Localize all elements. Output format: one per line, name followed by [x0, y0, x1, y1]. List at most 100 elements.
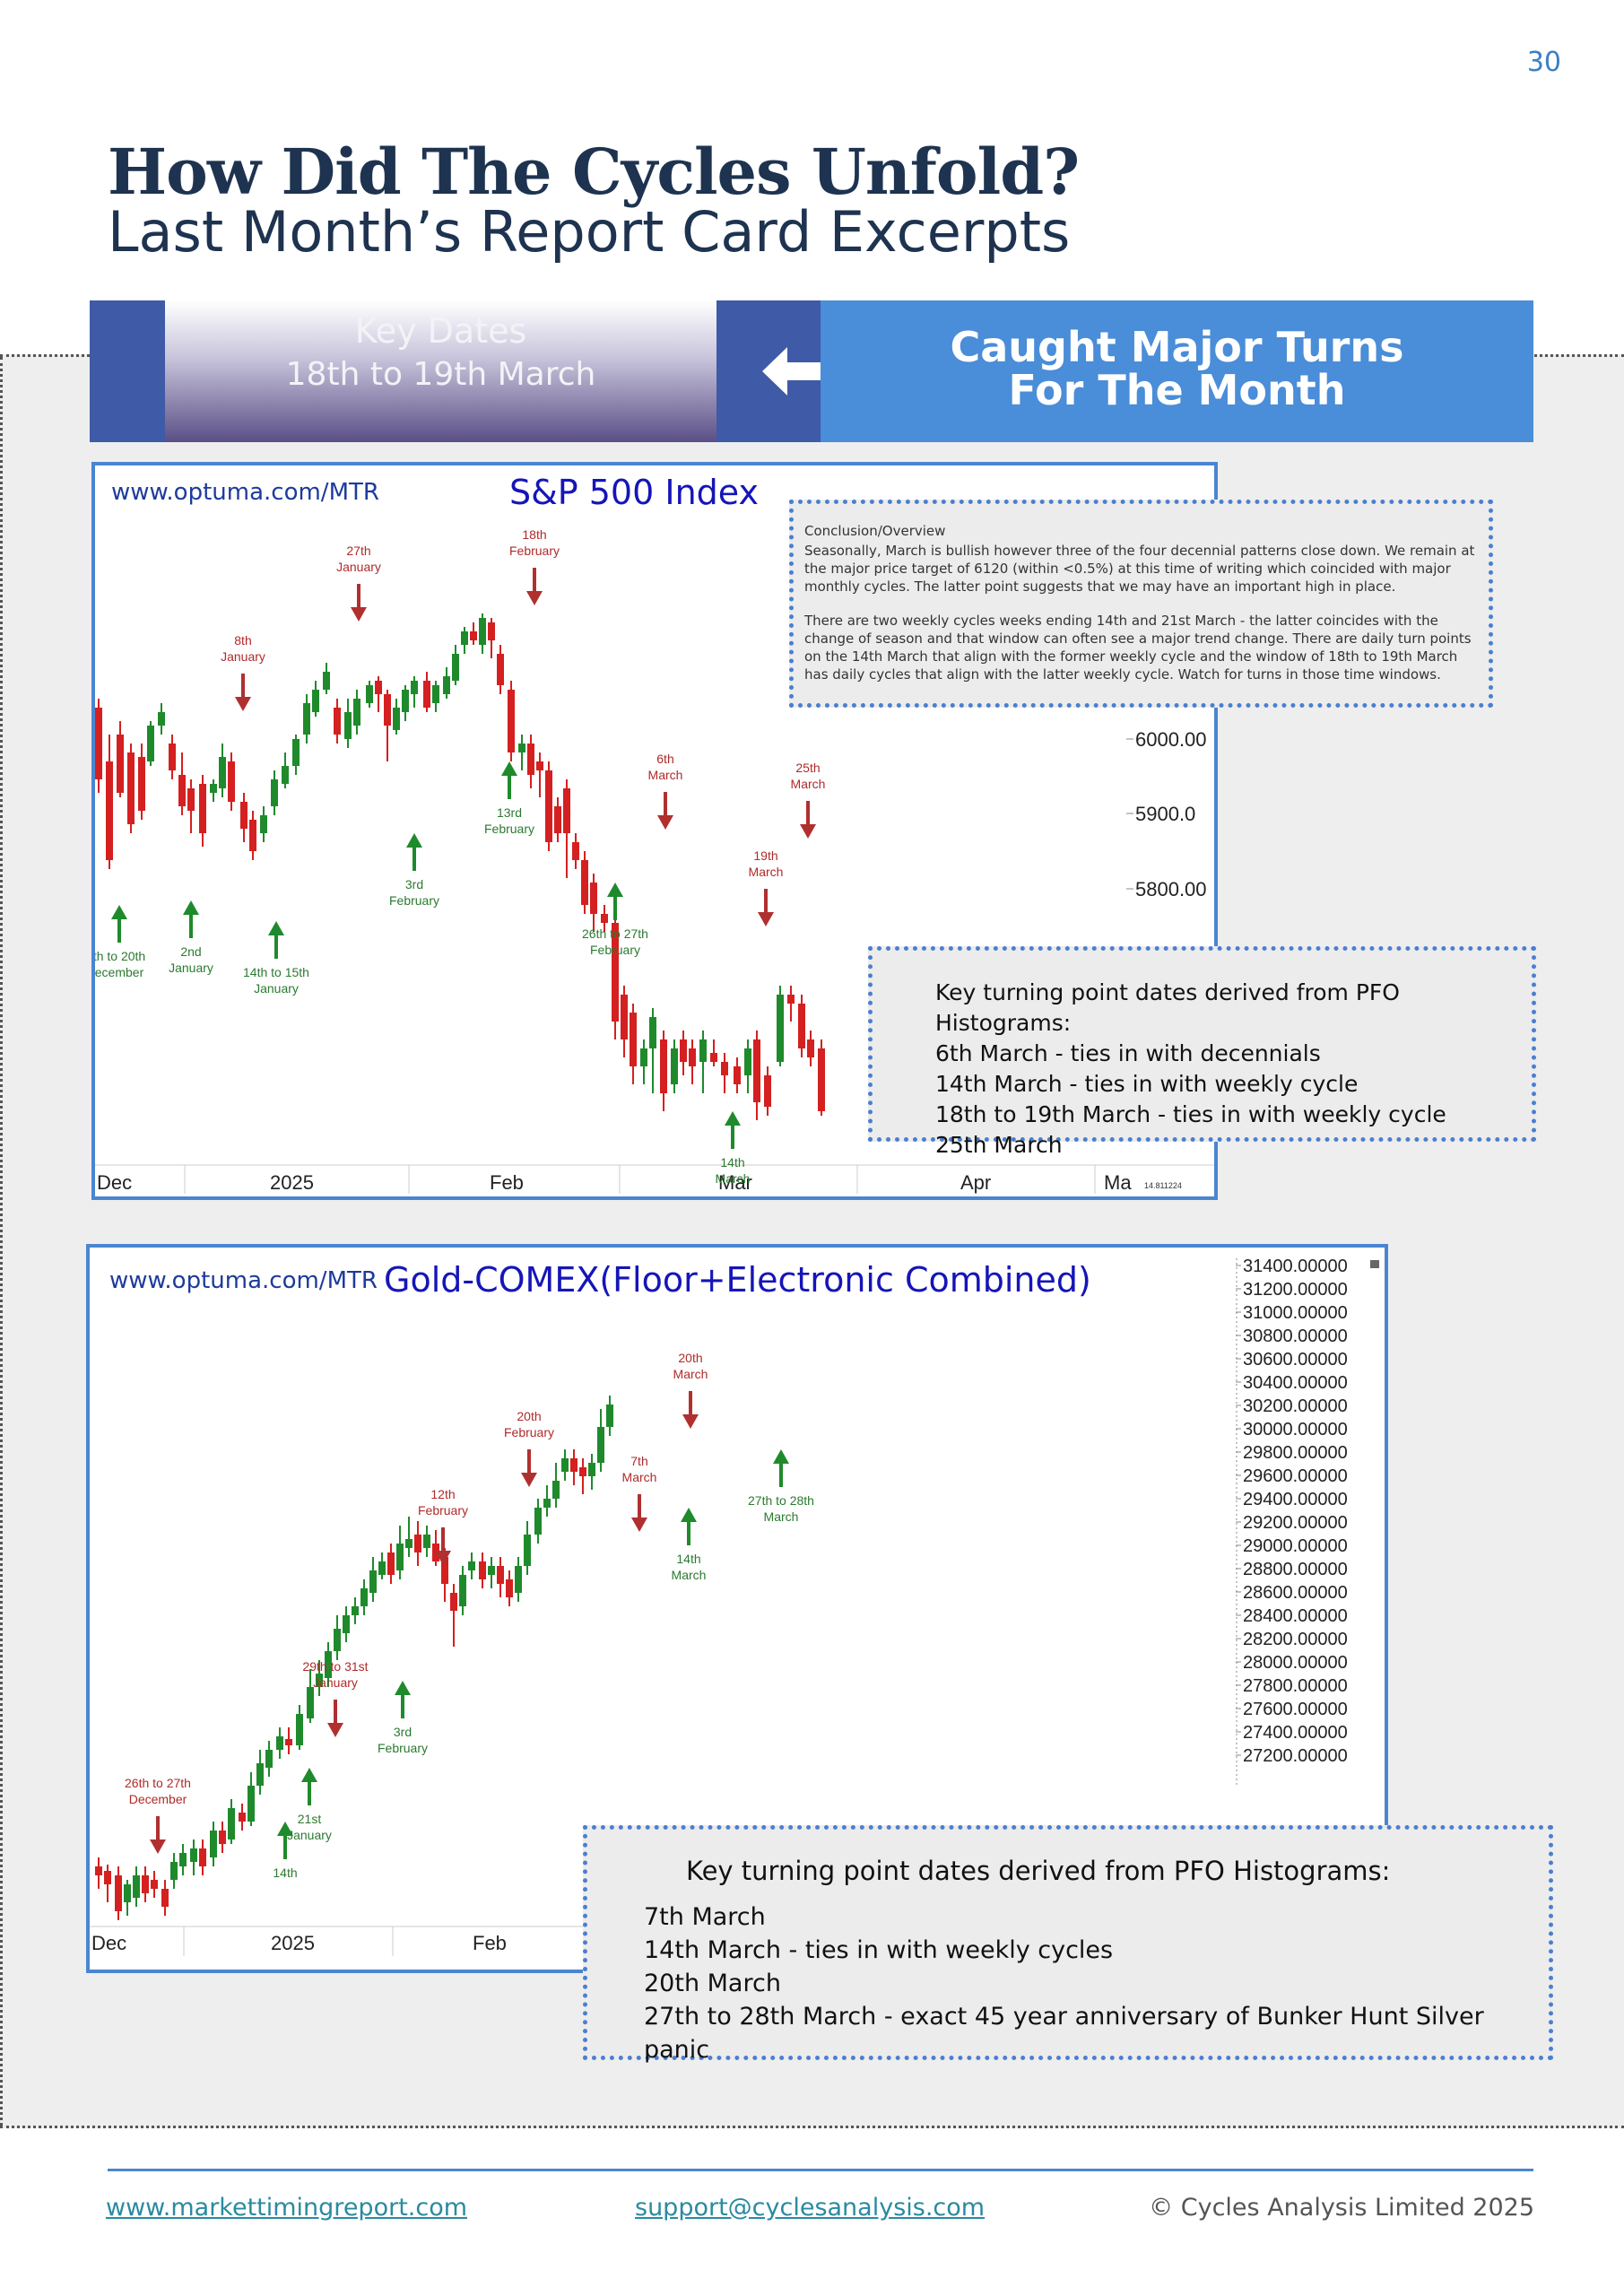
- gold-annotation-label: January: [287, 1828, 332, 1842]
- sp500-candle: [721, 1062, 728, 1075]
- sp500-candle: [461, 631, 468, 645]
- gold-candle: [405, 1539, 413, 1548]
- gold-candle: [423, 1535, 430, 1548]
- sp500-price-label: 5900.0: [1135, 803, 1195, 825]
- sp500-annotation-label: 6th: [656, 752, 673, 766]
- gold-annotation-label: 27th to 28th: [748, 1493, 814, 1508]
- sp500-x-label: 2025: [270, 1171, 314, 1194]
- sp500-candle: [680, 1039, 687, 1062]
- key-dates-banner: Key Dates 18th to 19th March Caught Majo…: [90, 300, 1533, 442]
- sp500-key-item: 14th March - ties in with weekly cycle: [935, 1071, 1359, 1097]
- gold-price-label: 30400.00000: [1243, 1373, 1348, 1393]
- sp500-candle: [334, 708, 341, 735]
- sp500-candle: [443, 676, 450, 694]
- sp500-candle: [292, 739, 300, 766]
- gold-price-label: 30200.00000: [1243, 1396, 1348, 1416]
- gold-x-label: Feb: [473, 1932, 507, 1954]
- overview-para-1: Seasonally, March is bullish however thr…: [804, 543, 1475, 595]
- sp500-candle: [402, 690, 409, 712]
- gold-annotation-arrow-head: [150, 1839, 166, 1854]
- gold-key-item: 20th March: [644, 1970, 781, 1997]
- gold-candle: [561, 1458, 569, 1472]
- sp500-candle: [303, 703, 310, 735]
- sp500-candle: [818, 1048, 825, 1111]
- sp500-candle: [734, 1066, 741, 1084]
- gold-candle: [387, 1552, 395, 1575]
- sp500-candle: [689, 1048, 696, 1066]
- gold-annotation-label: 3rd: [394, 1725, 412, 1739]
- gold-candle: [597, 1427, 604, 1463]
- sp500-annotation-arrow-head: [183, 900, 199, 915]
- sp500-candle: [764, 1075, 771, 1107]
- gold-price-label: 31000.00000: [1243, 1303, 1348, 1323]
- sp500-candle: [240, 802, 248, 829]
- gold-price-label: 28400.00000: [1243, 1606, 1348, 1626]
- sp500-candle: [187, 788, 195, 811]
- gold-annotation-arrow-head: [277, 1822, 293, 1836]
- footer-email-link[interactable]: support@cyclesanalysis.com: [635, 2194, 986, 2222]
- gold-candle: [479, 1561, 486, 1579]
- result-line-2: For The Month: [1008, 366, 1346, 414]
- page-title: How Did The Cycles Unfold?: [108, 135, 1080, 209]
- gold-candle: [124, 1884, 131, 1902]
- sp500-candle: [366, 685, 373, 703]
- sp500-corner-readout: 14.811224: [1144, 1181, 1182, 1190]
- gold-annotation-label: 7th: [630, 1454, 647, 1468]
- sp500-candle: [260, 815, 267, 833]
- gold-price-label: 29200.00000: [1243, 1513, 1348, 1533]
- gold-annotation-label: 14th: [676, 1552, 700, 1566]
- gold-key-item: 7th March: [644, 1903, 766, 1931]
- gold-candle: [256, 1763, 264, 1786]
- sp500-annotation-arrow-head: [657, 815, 673, 830]
- sp500-x-label: Apr: [960, 1171, 991, 1194]
- gold-candle: [524, 1535, 531, 1566]
- gold-candle: [228, 1808, 235, 1839]
- sp500-annotation-label: January: [221, 649, 265, 664]
- gold-candle: [115, 1875, 122, 1911]
- gold-candle: [414, 1535, 421, 1552]
- sp500-candle: [630, 1013, 637, 1066]
- sp500-annotation-arrow-head: [351, 607, 367, 622]
- sp500-annotation-label: 25th: [795, 761, 820, 775]
- sp500-annotation-label: March: [648, 768, 683, 782]
- gold-annotation-arrow-head: [631, 1518, 647, 1532]
- footer-site-link[interactable]: www.markettimingreport.com: [106, 2194, 468, 2222]
- sp500-annotation-arrow-head: [758, 912, 774, 926]
- sp500-annotation-arrow-head: [501, 761, 517, 776]
- sp500-key-heading: Key turning point dates derived from PFO…: [935, 979, 1400, 1036]
- sp500-candle: [375, 681, 382, 694]
- sp500-candle: [807, 1039, 814, 1057]
- sp500-candle: [432, 685, 439, 703]
- gold-annotation-label: 12th: [430, 1487, 455, 1501]
- sp500-annotation-label: 18th: [522, 527, 546, 542]
- sp500-annotation-label: January: [336, 560, 381, 574]
- sp500-annotation-arrow-head: [800, 824, 816, 839]
- gold-price-label: 30600.00000: [1243, 1350, 1348, 1370]
- sp500-annotation-label: 13rd: [497, 805, 522, 820]
- sp500-candle: [384, 694, 391, 726]
- double-arrow-icon: [762, 347, 870, 396]
- gold-candle: [307, 1687, 314, 1718]
- sp500-candle: [169, 744, 176, 770]
- gold-candle: [459, 1575, 466, 1606]
- sp500-annotation-arrow-head: [526, 591, 543, 605]
- gold-price-label: 28600.00000: [1243, 1583, 1348, 1603]
- sp500-candle: [798, 1004, 805, 1048]
- gold-annotation-arrow-head: [521, 1473, 537, 1487]
- gold-annotation-arrow-head: [682, 1414, 699, 1429]
- sp500-annotation-label: 27th: [346, 544, 370, 558]
- gold-annotation-label: February: [504, 1425, 554, 1439]
- sp500-candle: [508, 690, 515, 752]
- gold-key-heading: Key turning point dates derived from PFO…: [686, 1856, 1391, 1886]
- sp500-candle: [479, 618, 486, 645]
- sp500-annotation-label: 2nd: [180, 944, 201, 959]
- gold-candle: [276, 1736, 283, 1750]
- gold-price-label: 30000.00000: [1243, 1420, 1348, 1439]
- gold-candle: [606, 1405, 613, 1427]
- sp500-annotation-label: 14th: [720, 1155, 744, 1170]
- gold-candle: [588, 1463, 595, 1476]
- gold-price-label: 31400.00000: [1243, 1257, 1348, 1276]
- sp500-annotation-arrow-head: [268, 921, 284, 935]
- sp500-candle: [158, 712, 165, 726]
- sp500-overview-note: Conclusion/Overview Seasonally, March is…: [789, 500, 1493, 708]
